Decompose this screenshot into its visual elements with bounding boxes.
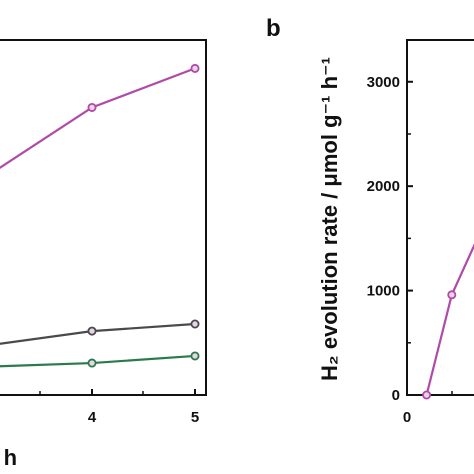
panel-b-y-axis: 0 1000 2000 3000: [367, 74, 413, 404]
y-axis-label: H₂ evolution rate / μmol g⁻¹ h⁻¹: [317, 57, 342, 381]
data-point: [87, 326, 97, 336]
series-line: [425, 243, 474, 396]
data-point: [447, 290, 457, 300]
panel-b-frame: [406, 39, 474, 396]
y-tick-label: 2000: [367, 178, 400, 195]
data-point: [190, 351, 200, 361]
data-point: [422, 390, 432, 400]
panel-a-series: [0, 63, 200, 368]
x-axis-label: t / h: [0, 445, 17, 470]
data-point: [190, 319, 200, 329]
data-point: [190, 63, 200, 73]
panel-a: 4 5 t / h: [0, 39, 207, 470]
y-tick-label: 3000: [367, 74, 400, 91]
series-line: [0, 322, 196, 345]
panel-a-frame: [0, 39, 207, 396]
data-point: [87, 102, 97, 112]
series-line: [0, 67, 196, 170]
panel-b-series: [422, 243, 474, 400]
x-tick-label: 5: [191, 409, 199, 426]
data-point: [87, 358, 97, 368]
x-tick-label: 0: [403, 409, 411, 426]
y-tick-label: 0: [392, 387, 400, 404]
series-line: [0, 354, 196, 368]
y-tick-label: 1000: [367, 283, 400, 300]
panel-b: b 0 1000 2000 3000 0 H₂ evolution rate / μm…: [266, 15, 474, 426]
panel-label-b: b: [266, 15, 281, 42]
x-tick-label: 4: [88, 409, 97, 426]
